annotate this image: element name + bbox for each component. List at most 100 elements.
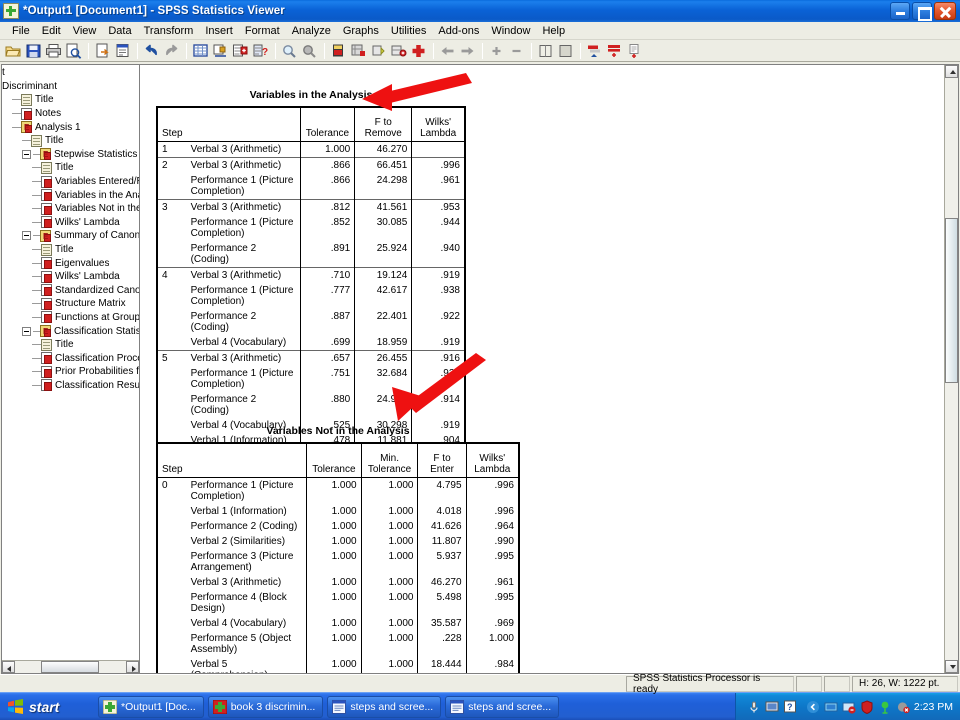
minimize-button[interactable] — [890, 2, 910, 20]
outline-node-23[interactable]: Classification Results — [2, 379, 139, 393]
microphone-icon[interactable] — [747, 700, 761, 714]
outline-node-19[interactable]: Classification Statistics — [2, 324, 139, 338]
outline-tree[interactable]: tDiscriminantTitleNotesAnalysis 1TitleSt… — [2, 65, 139, 660]
maximize-button[interactable] — [912, 2, 932, 21]
chevron-left-icon[interactable] — [806, 700, 820, 714]
close-button[interactable] — [934, 2, 956, 20]
outline-node-13[interactable]: Title — [2, 243, 139, 257]
insert-text-icon[interactable] — [113, 42, 132, 60]
outline-node-0[interactable]: t — [2, 66, 139, 80]
security-icon[interactable] — [860, 699, 874, 714]
variables-icon[interactable] — [231, 42, 250, 60]
help-icon[interactable]: ? — [783, 700, 797, 714]
output-vscroll-track[interactable] — [945, 78, 958, 660]
outline-node-7[interactable]: Title — [2, 161, 139, 175]
outline-node-16[interactable]: Standardized Canonical Dis — [2, 284, 139, 298]
menu-help[interactable]: Help — [542, 24, 566, 37]
promote-icon[interactable] — [487, 42, 506, 60]
insert-variable-icon[interactable] — [349, 42, 368, 60]
output-vertical-scrollbar[interactable] — [944, 65, 958, 673]
show-hide-icon[interactable] — [585, 42, 604, 60]
outline-node-3[interactable]: Notes — [2, 107, 139, 121]
outline-node-20[interactable]: Title — [2, 338, 139, 352]
scroll-down-button[interactable] — [945, 660, 958, 673]
variables-not-in-analysis-table[interactable]: Step Tolerance Min. Tolerance F to Enter Wilk… — [156, 442, 520, 673]
outline-expander-icon[interactable] — [22, 149, 31, 159]
outline-node-1[interactable]: Discriminant — [2, 80, 139, 94]
undo-icon[interactable] — [142, 42, 161, 60]
menu-edit[interactable]: Edit — [41, 24, 61, 37]
outline-node-17[interactable]: Structure Matrix — [2, 297, 139, 311]
weight-cases-icon[interactable] — [389, 42, 408, 60]
outline-node-6[interactable]: Stepwise Statistics — [2, 148, 139, 162]
print-icon[interactable] — [44, 42, 63, 60]
outline-node-14[interactable]: Eigenvalues — [2, 256, 139, 270]
insert-heading-icon[interactable] — [605, 42, 624, 60]
display-icon[interactable] — [765, 700, 779, 714]
outline-horizontal-scrollbar[interactable] — [2, 660, 139, 673]
menu-utilities[interactable]: Utilities — [390, 24, 427, 37]
volume-muted-icon[interactable] — [896, 700, 910, 714]
menu-transform[interactable]: Transform — [143, 24, 194, 37]
start-button[interactable]: start — [0, 693, 94, 720]
taskbar-item-output1[interactable]: *Output1 [Doc... — [98, 695, 204, 718]
collapse-icon[interactable] — [556, 42, 575, 60]
scroll-right-button[interactable] — [126, 661, 139, 673]
outline-node-22[interactable]: Prior Probabilities for G — [2, 365, 139, 379]
clock[interactable]: 2:23 PM — [913, 700, 953, 713]
taskbar-item-book3discrim[interactable]: book 3 discrimin... — [207, 695, 324, 718]
menu-data[interactable]: Data — [108, 24, 132, 37]
outline-node-12[interactable]: Summary of Canonical Disc — [2, 229, 139, 243]
taskbar-item-steps-and-screen-2[interactable]: steps and scree... — [445, 695, 560, 718]
outline-node-9[interactable]: Variables in the Analys — [2, 188, 139, 202]
menu-add-ons[interactable]: Add-ons — [438, 24, 480, 37]
demote-icon[interactable] — [507, 42, 526, 60]
output-vscroll-thumb[interactable] — [945, 218, 958, 383]
select-cases-icon[interactable] — [409, 42, 428, 60]
scroll-up-button[interactable] — [945, 65, 958, 78]
menu-view[interactable]: View — [72, 24, 97, 37]
menu-format[interactable]: Format — [244, 24, 280, 37]
outline-node-21[interactable]: Classification Process — [2, 351, 139, 365]
outline-node-2[interactable]: Title — [2, 93, 139, 107]
next-output-icon[interactable] — [458, 42, 477, 60]
network-icon[interactable] — [824, 700, 838, 714]
outline-node-4[interactable]: Analysis 1 — [2, 120, 139, 134]
insert-title-icon[interactable] — [625, 42, 644, 60]
update-icon[interactable] — [842, 700, 856, 714]
previous-output-icon[interactable] — [438, 42, 457, 60]
menu-file[interactable]: File — [12, 24, 30, 37]
export-icon[interactable] — [93, 42, 112, 60]
goto-case-icon[interactable] — [211, 42, 230, 60]
scroll-left-button[interactable] — [2, 661, 15, 673]
outline-expander-icon[interactable] — [22, 231, 31, 241]
menu-insert[interactable]: Insert — [205, 24, 233, 37]
find-next-icon[interactable] — [300, 42, 319, 60]
menu-analyze[interactable]: Analyze — [291, 24, 331, 37]
outline-node-15[interactable]: Wilks' Lambda — [2, 270, 139, 284]
split-file-icon[interactable] — [369, 42, 388, 60]
expand-icon[interactable] — [536, 42, 555, 60]
outline-node-8[interactable]: Variables Entered/Rem — [2, 175, 139, 189]
menu-graphs[interactable]: Graphs — [342, 24, 379, 37]
find-icon[interactable] — [280, 42, 299, 60]
goto-data-icon[interactable] — [191, 42, 210, 60]
outline-node-18[interactable]: Functions at Group Centroid — [2, 311, 139, 325]
wireless-icon[interactable] — [878, 700, 892, 714]
outline-node-11[interactable]: Wilks' Lambda — [2, 216, 139, 230]
save-icon[interactable] — [24, 42, 43, 60]
outline-hscroll-track[interactable] — [15, 661, 126, 673]
run-descriptives-icon[interactable]: ? — [251, 42, 270, 60]
redo-icon[interactable] — [162, 42, 181, 60]
variables-in-analysis-table[interactable]: Step Tolerance F to Remove Wilks' Lambda 1 Ver… — [156, 106, 466, 450]
outline-node-5[interactable]: Title — [2, 134, 139, 148]
outline-expander-icon[interactable] — [22, 326, 31, 336]
open-folder-icon[interactable] — [4, 42, 23, 60]
menu-window[interactable]: Window — [491, 24, 531, 37]
print-preview-icon[interactable] — [64, 42, 83, 60]
output-canvas[interactable]: Variables in the Analysis Step Tolerance F… — [140, 65, 944, 673]
outline-hscroll-thumb[interactable] — [41, 661, 99, 673]
taskbar-item-steps-and-screen-1[interactable]: steps and scree... — [327, 695, 442, 718]
outline-node-10[interactable]: Variables Not in the An — [2, 202, 139, 216]
insert-cases-icon[interactable] — [329, 42, 348, 60]
